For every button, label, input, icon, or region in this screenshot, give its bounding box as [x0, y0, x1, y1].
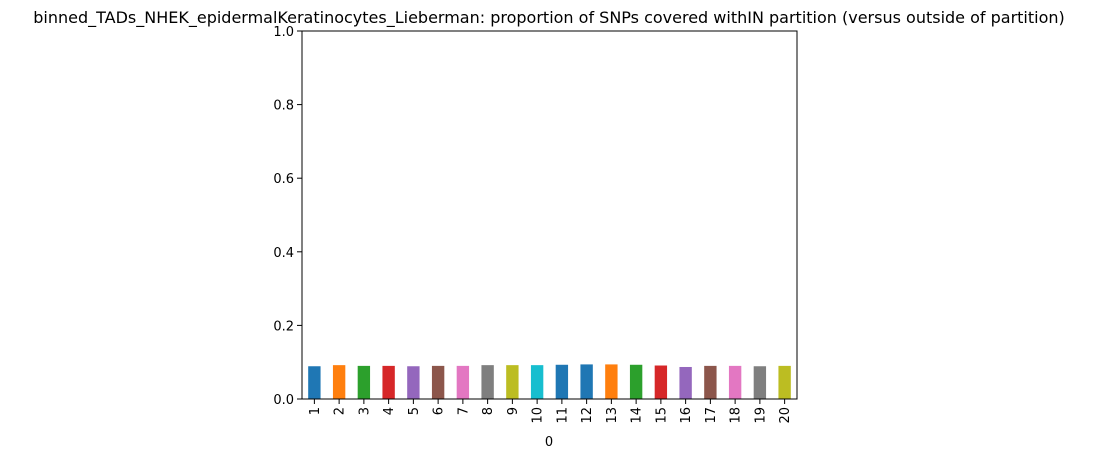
y-tick-label: 0.8: [273, 99, 294, 114]
x-tick-label: 19: [753, 407, 768, 424]
bar-14: [629, 364, 643, 399]
x-tick-label: 12: [580, 407, 595, 424]
x-tick-label: 4: [382, 407, 397, 415]
x-tick-label: 9: [506, 407, 521, 415]
x-tick-label: 20: [778, 407, 793, 424]
x-tick-label: 17: [704, 407, 719, 424]
y-tick-label: 0.6: [273, 172, 294, 187]
bars-group: [308, 364, 791, 399]
x-tick-label: 18: [729, 407, 744, 424]
x-tick-label: 10: [531, 407, 546, 424]
bar-20: [778, 365, 791, 399]
x-tick-label: 5: [407, 407, 422, 415]
bar-19: [753, 366, 767, 399]
y-tick-label: 0.4: [273, 246, 294, 261]
bar-17: [704, 365, 717, 399]
x-tick-label: 13: [605, 407, 620, 424]
x-tick-label: 1: [308, 407, 323, 415]
y-tick-label: 0.2: [273, 319, 294, 334]
x-tick-label: 15: [654, 407, 669, 424]
x-tick-label: 8: [481, 407, 496, 415]
x-tick-label: 14: [630, 407, 645, 424]
x-tick-label: 7: [456, 407, 471, 415]
bar-11: [555, 364, 569, 399]
y-tick-label: 0.0: [273, 393, 294, 408]
x-axis-label: 0: [545, 435, 553, 450]
bar-2: [332, 365, 346, 399]
bar-15: [654, 365, 668, 399]
x-tick-label: 11: [555, 407, 570, 424]
bar-4: [382, 365, 395, 399]
x-tick-label: 2: [333, 407, 348, 415]
bar-8: [481, 365, 494, 399]
bar-6: [431, 365, 445, 399]
x-tick-label: 6: [432, 407, 447, 415]
y-axis-ticks: 0.0 0.2 0.4 0.6 0.8 1.0: [273, 25, 302, 408]
bar-16: [679, 366, 692, 399]
bar-10: [530, 365, 544, 399]
y-tick-label: 1.0: [273, 25, 294, 40]
bar-12: [580, 364, 593, 399]
bar-9: [506, 365, 519, 399]
bar-1: [308, 366, 321, 399]
x-axis-ticks: 1 2 3 4 5 6 7 8 9 10 11 12 13 14 15 16 17 18 19 20: [308, 399, 793, 424]
bar-7: [456, 365, 470, 399]
bar-13: [605, 364, 618, 399]
x-tick-label: 16: [679, 407, 694, 424]
plot-frame: [301, 30, 798, 400]
bar-18: [728, 365, 742, 399]
chart-title: binned_TADs_NHEK_epidermalKeratinocytes_…: [33, 8, 1065, 28]
bar-5: [407, 366, 420, 399]
x-tick-label: 3: [357, 407, 372, 415]
bar-3: [357, 365, 371, 399]
